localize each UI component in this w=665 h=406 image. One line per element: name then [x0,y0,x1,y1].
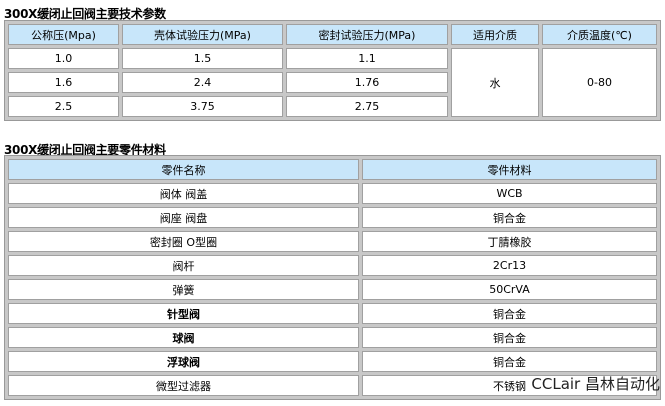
table-cell: 1.6 [8,72,119,93]
part-name-cell: 阀体 阀盖 [8,183,359,204]
table-row: 针型阀 铜合金 [8,303,657,324]
header-cell: 介质温度(℃) [542,24,657,45]
header-cell: 适用介质 [451,24,539,45]
material-cell: 丁腈橡胶 [362,231,657,252]
medium-cell: 水 [451,48,539,117]
part-name-cell: 弹簧 [8,279,359,300]
part-name-cell: 球阀 [8,327,359,348]
material-cell: 50CrVA [362,279,657,300]
table-cell: 1.76 [286,72,448,93]
table-row: 浮球阀 铜合金 [8,351,657,372]
material-cell: 铜合金 [362,351,657,372]
table-row: 弹簧 50CrVA [8,279,657,300]
table-row: 阀座 阀盘 铜合金 [8,207,657,228]
table-row: 阀体 阀盖 WCB [8,183,657,204]
table-header-row: 公称压(Mpa) 壳体试验压力(MPa) 密封试验压力(MPa) 适用介质 介质… [8,24,657,45]
temperature-cell: 0-80 [542,48,657,117]
materials-title: 300X缓闭止回阀主要零件材料 [4,143,166,157]
table-row: 1.0 1.5 1.1 水 0-80 [8,48,657,117]
table-cell: 2.4 [122,72,283,93]
watermark: CCLair 昌林自动化 [531,375,660,393]
material-cell: 铜合金 [362,327,657,348]
part-name-cell: 阀座 阀盘 [8,207,359,228]
header-cell: 零件名称 [8,159,359,180]
materials-table: 零件名称 零件材料 阀体 阀盖 WCB 阀座 阀盘 铜合金 密封圈 O型圈 丁腈橡胶 阀杆 2… [4,155,661,400]
table-row: 球阀 铜合金 [8,327,657,348]
specs-title: 300X缓闭止回阀主要技术参数 [4,7,166,21]
table-header-row: 零件名称 零件材料 [8,159,657,180]
part-name-cell: 微型过滤器 [8,375,359,396]
material-cell: 2Cr13 [362,255,657,276]
table-row: 2.5 3.75 2.75 [8,96,657,117]
table-row: 1.6 2.4 1.76 [8,72,657,93]
part-name-cell: 阀杆 [8,255,359,276]
material-cell: 铜合金 [362,207,657,228]
table-cell: 2.75 [286,96,448,117]
part-name-cell: 针型阀 [8,303,359,324]
material-cell: 不锈钢 [362,375,657,396]
table-cell: 1.1 [286,48,448,69]
table-cell: 1.5 [122,48,283,69]
table-row: 密封圈 O型圈 丁腈橡胶 [8,231,657,252]
header-cell: 公称压(Mpa) [8,24,119,45]
specs-table: 公称压(Mpa) 壳体试验压力(MPa) 密封试验压力(MPa) 适用介质 介质… [4,20,661,121]
part-name-cell: 密封圈 O型圈 [8,231,359,252]
header-cell: 壳体试验压力(MPa) [122,24,283,45]
material-cell: 铜合金 [362,303,657,324]
table-row: 阀杆 2Cr13 [8,255,657,276]
part-name-cell: 浮球阀 [8,351,359,372]
table-row: 微型过滤器 不锈钢 [8,375,657,396]
table-cell: 1.0 [8,48,119,69]
header-cell: 密封试验压力(MPa) [286,24,448,45]
header-cell: 零件材料 [362,159,657,180]
material-cell: WCB [362,183,657,204]
table-cell: 3.75 [122,96,283,117]
table-cell: 2.5 [8,96,119,117]
